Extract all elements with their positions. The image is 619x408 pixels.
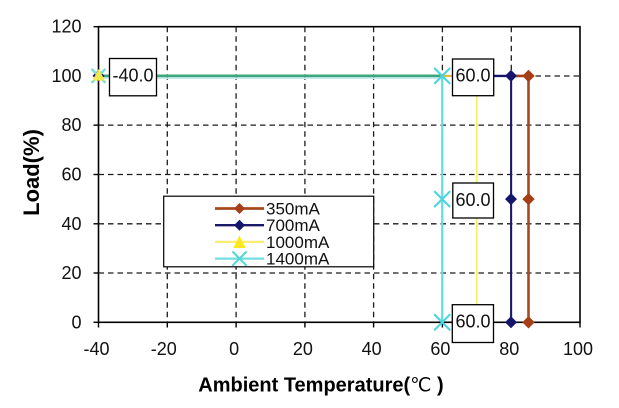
svg-text:Ambient Temperature(℃ ): Ambient Temperature(℃ ): [198, 375, 443, 397]
svg-text:Load(%): Load(%): [19, 129, 44, 216]
svg-text:100: 100: [563, 339, 593, 359]
svg-text:-40: -40: [83, 339, 109, 359]
svg-text:100: 100: [51, 66, 81, 86]
svg-text:20: 20: [61, 263, 81, 283]
svg-text:80: 80: [61, 115, 81, 135]
svg-text:1000mA: 1000mA: [266, 233, 330, 252]
svg-text:60: 60: [430, 339, 450, 359]
svg-text:0: 0: [229, 339, 239, 359]
svg-text:60: 60: [61, 165, 81, 185]
svg-text:0: 0: [71, 312, 81, 332]
svg-text:350mA: 350mA: [266, 200, 321, 219]
svg-text:1400mA: 1400mA: [266, 250, 330, 269]
svg-text:-20: -20: [151, 339, 177, 359]
svg-text:20: 20: [293, 339, 313, 359]
svg-text:60.0: 60.0: [455, 66, 490, 86]
svg-text:80: 80: [499, 339, 519, 359]
svg-text:-40.0: -40.0: [112, 66, 153, 86]
svg-text:40: 40: [362, 339, 382, 359]
svg-text:60.0: 60.0: [455, 312, 490, 332]
svg-text:40: 40: [61, 214, 81, 234]
svg-text:120: 120: [51, 17, 81, 37]
svg-text:700mA: 700mA: [266, 216, 321, 235]
svg-text:60.0: 60.0: [455, 190, 490, 210]
